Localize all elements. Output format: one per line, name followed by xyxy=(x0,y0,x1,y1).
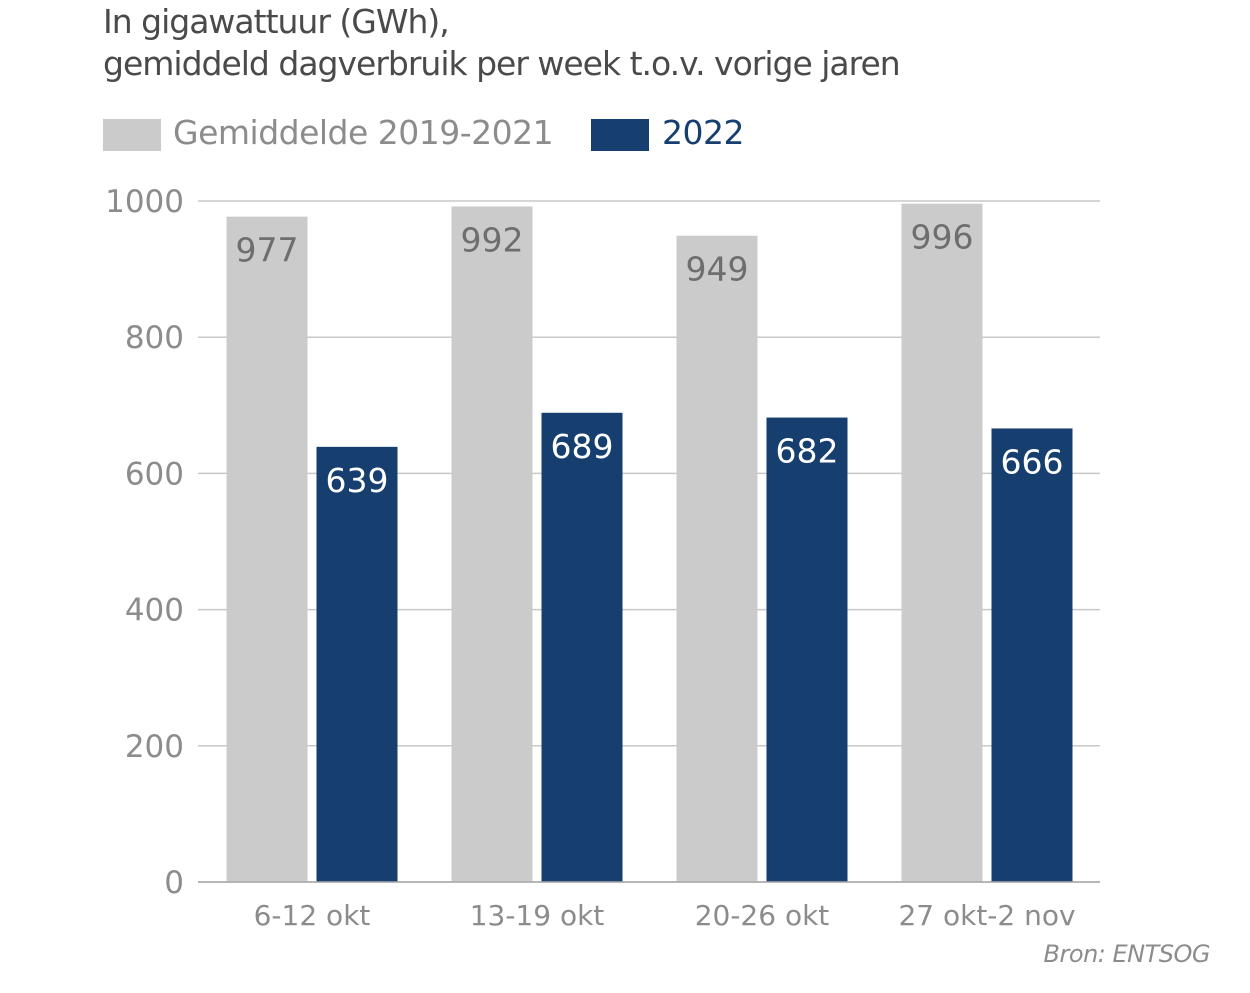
chart-subtitle: gemiddeld dagverbruik per week t.o.v. vo… xyxy=(103,44,901,83)
bar-average xyxy=(901,203,983,882)
y-tick-label: 200 xyxy=(125,729,184,765)
data-label: 977 xyxy=(236,231,299,270)
y-tick-label: 400 xyxy=(125,593,184,629)
legend-swatch-average xyxy=(103,119,161,151)
data-label: 949 xyxy=(686,250,749,289)
bar-average xyxy=(676,235,758,882)
bar-2022 xyxy=(541,412,623,882)
y-tick-label: 1000 xyxy=(105,184,184,220)
legend-label-2022: 2022 xyxy=(662,113,744,152)
data-label: 992 xyxy=(461,220,524,259)
data-label: 682 xyxy=(776,432,839,471)
bar-2022 xyxy=(316,446,398,882)
y-tick-label: 800 xyxy=(125,320,184,356)
bar-average xyxy=(451,206,533,882)
data-label: 639 xyxy=(326,461,389,500)
y-tick-label: 0 xyxy=(164,865,184,901)
legend-swatch-2022 xyxy=(591,119,649,151)
legend-label-average: Gemiddelde 2019-2021 xyxy=(173,113,554,152)
x-tick-label: 6-12 okt xyxy=(254,899,371,932)
chart-title: In gigawattuur (GWh), xyxy=(103,2,450,41)
bar-2022 xyxy=(991,428,1073,882)
data-label: 689 xyxy=(551,427,614,466)
bar-average xyxy=(226,216,308,883)
data-label: 666 xyxy=(1001,442,1064,481)
x-tick-label: 27 okt-2 nov xyxy=(898,899,1075,932)
x-tick-label: 13-19 okt xyxy=(470,899,605,932)
y-tick-label: 600 xyxy=(125,456,184,492)
x-tick-label: 20-26 okt xyxy=(695,899,830,932)
data-label: 996 xyxy=(911,218,974,257)
source-note: Bron: ENTSOG xyxy=(1043,940,1211,968)
bar-2022 xyxy=(766,417,848,882)
